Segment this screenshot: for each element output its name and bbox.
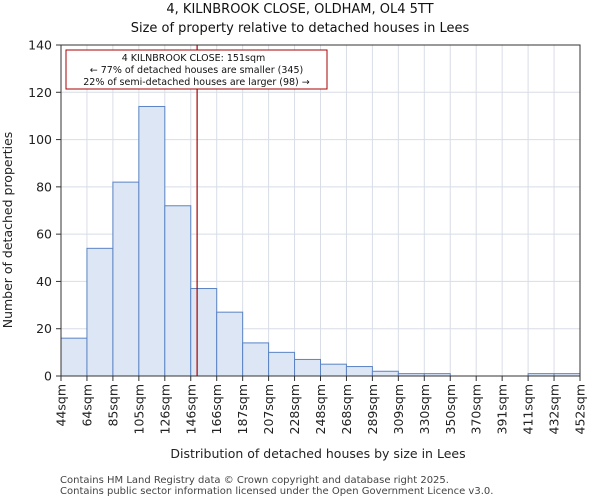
y-tick-label-120: 120 [28, 85, 52, 100]
x-tick-label-85sqm: 85sqm [105, 384, 120, 427]
bar-268sqm [345, 366, 373, 377]
bar-187sqm [242, 342, 270, 377]
x-tick-label-432sqm: 432sqm [547, 384, 562, 434]
annotation-line-2: ← 77% of detached houses are smaller (34… [90, 65, 303, 76]
x-tick-label-166sqm: 166sqm [209, 384, 224, 434]
y-tick-label-80: 80 [36, 179, 52, 194]
bar-85sqm [112, 181, 140, 377]
x-tick-label-268sqm: 268sqm [339, 384, 354, 434]
x-tick-label-44sqm: 44sqm [54, 384, 69, 427]
annotation-line-3: 22% of semi-detached houses are larger (… [83, 77, 310, 88]
bar-289sqm [371, 370, 399, 377]
chart-title: 4, KILNBROOK CLOSE, OLDHAM, OL4 5TT [166, 2, 433, 17]
bar-44sqm [60, 337, 88, 377]
y-axis-label: Number of detached properties [0, 132, 15, 329]
x-tick-label-248sqm: 248sqm [313, 384, 328, 434]
x-tick-label-452sqm: 452sqm [573, 384, 588, 434]
bar-207sqm [268, 351, 296, 377]
bar-228sqm [294, 358, 321, 377]
y-tick-label-0: 0 [44, 369, 52, 384]
bar-64sqm [86, 247, 114, 377]
y-tick-label-20: 20 [36, 321, 52, 336]
x-tick-label-146sqm: 146sqm [183, 384, 198, 434]
annotation-box: 4 KILNBROOK CLOSE: 151sqm← 77% of detach… [65, 49, 328, 90]
bars-group [60, 105, 581, 377]
annotation-frame [65, 49, 328, 90]
x-tick-label-391sqm: 391sqm [495, 384, 510, 434]
footer-line-1: Contains HM Land Registry data © Crown c… [60, 475, 449, 486]
x-tick-label-126sqm: 126sqm [157, 384, 172, 434]
x-tick-label-187sqm: 187sqm [235, 384, 250, 434]
x-tick-label-309sqm: 309sqm [391, 384, 406, 434]
y-tick-label-100: 100 [28, 132, 52, 147]
plot-frame [60, 44, 581, 377]
x-tick-label-411sqm: 411sqm [521, 384, 536, 434]
y-tick-label-140: 140 [28, 38, 52, 53]
x-tick-label-105sqm: 105sqm [131, 384, 146, 434]
bar-248sqm [320, 363, 347, 377]
x-axis-label: Distribution of detached houses by size … [170, 446, 465, 461]
y-tick-label-60: 60 [36, 227, 52, 242]
footer-line-2: Contains public sector information licen… [60, 486, 493, 497]
bar-166sqm [216, 311, 244, 377]
bar-126sqm [164, 205, 192, 377]
x-tick-label-289sqm: 289sqm [365, 384, 380, 434]
bar-105sqm [138, 105, 166, 377]
x-tick-label-228sqm: 228sqm [287, 384, 302, 434]
chart-subtitle: Size of property relative to detached ho… [131, 21, 470, 36]
bar-146sqm [190, 288, 218, 377]
x-tick-label-64sqm: 64sqm [79, 384, 94, 427]
annotation-line-1: 4 KILNBROOK CLOSE: 151sqm [122, 53, 266, 64]
x-tick-label-207sqm: 207sqm [261, 384, 276, 434]
x-tick-label-370sqm: 370sqm [469, 384, 484, 434]
x-tick-label-330sqm: 330sqm [417, 384, 432, 434]
plot-border [60, 44, 581, 377]
x-axis-ticks: 44sqm 64sqm 85sqm 105sqm 126sqm 146sqm 166sqm 1… [54, 376, 588, 434]
y-axis-ticks: 0 20 40 60 80 100 120 140 [28, 38, 61, 384]
y-tick-label-40: 40 [36, 274, 52, 289]
x-tick-label-350sqm: 350sqm [443, 384, 458, 434]
